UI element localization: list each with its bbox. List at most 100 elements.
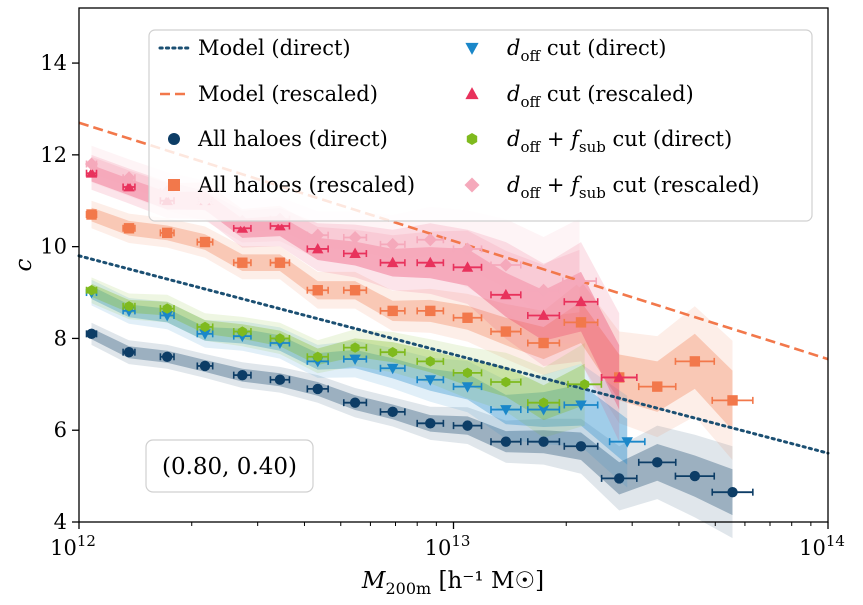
all-haloes-direct-marker <box>86 328 97 340</box>
d-off-f-sub-cut-direct-marker <box>425 356 435 367</box>
d-off-cut-direct-marker <box>537 405 550 416</box>
all-haloes-rescaled-marker <box>349 285 361 296</box>
all-haloes-direct-point <box>269 374 291 385</box>
d-off-f-sub-cut-direct-marker <box>237 326 247 337</box>
d-off-f-sub-cut-rescaled-point <box>122 171 136 185</box>
d-off-cut-direct-point <box>526 405 561 416</box>
d-off-cut-direct-point <box>342 354 368 366</box>
all-haloes-direct-marker <box>349 397 361 408</box>
all-haloes-direct-marker <box>274 374 286 385</box>
d-off-cut-direct-point <box>608 437 646 448</box>
all-haloes-direct-marker <box>425 418 436 429</box>
d-off-f-sub-cut-direct-marker <box>124 301 134 312</box>
all-haloes-direct-point <box>232 369 252 381</box>
legend-label: doff​ + fsub​ cut (rescaled) <box>507 173 759 202</box>
d-off-f-sub-cut-rescaled-marker <box>573 274 587 288</box>
d-off-cut-direct-band-outer <box>91 279 628 488</box>
y-tick-label: 6 <box>54 418 67 442</box>
d-off-f-sub-cut-direct-point <box>416 356 445 367</box>
d-off-f-sub-cut-direct-band-inner <box>91 283 585 421</box>
all-haloes-rescaled-point <box>416 305 445 317</box>
d-off-cut-rescaled-point <box>416 256 445 268</box>
all-haloes-direct-point <box>526 436 561 447</box>
legend-swatch <box>168 133 180 145</box>
y-tick-label: 12 <box>40 143 67 167</box>
d-off-f-sub-cut-direct-marker <box>463 367 473 379</box>
model-lines <box>77 121 830 455</box>
d-off-f-sub-cut-rescaled-point <box>490 258 522 272</box>
all-haloes-direct-point <box>416 418 445 429</box>
d-off-f-sub-cut-direct-marker <box>162 303 172 314</box>
d-off-cut-rescaled-marker <box>613 371 625 382</box>
error-bands <box>91 145 733 539</box>
d-off-f-sub-cut-direct-point <box>567 379 603 390</box>
all-haloes-rescaled-marker <box>652 381 663 392</box>
all-haloes-rescaled-point <box>159 227 175 239</box>
d-off-f-sub-cut-rescaled-marker <box>311 228 325 242</box>
all-haloes-rescaled-marker <box>387 305 398 317</box>
all-haloes-direct-marker <box>312 383 323 395</box>
d-off-cut-direct-point <box>452 382 483 393</box>
legend-item-all-haloes-rescaled: All haloes (rescaled) <box>168 173 415 197</box>
all-haloes-rescaled-marker <box>462 312 473 323</box>
model-rescaled-line <box>78 121 829 361</box>
d-off-f-sub-cut-direct-marker <box>275 333 285 344</box>
d-off-cut-direct-point <box>416 375 445 386</box>
d-off-f-sub-cut-rescaled-marker <box>348 230 362 244</box>
all-haloes-rescaled-marker <box>86 209 97 220</box>
d-off-f-sub-cut-direct-point <box>85 285 98 296</box>
d-off-cut-rescaled-point <box>526 309 561 320</box>
d-off-f-sub-cut-rescaled-point <box>306 228 329 242</box>
all-haloes-rescaled-point <box>637 381 677 392</box>
all-haloes-rescaled-band-inner <box>91 207 733 431</box>
annotation-frame <box>145 439 314 493</box>
d-off-cut-direct-point <box>196 329 214 340</box>
d-off-cut-direct-point <box>563 400 599 411</box>
d-off-f-sub-cut-direct-marker <box>501 376 511 388</box>
all-haloes-direct-point <box>85 328 98 340</box>
all-haloes-direct-marker <box>462 420 473 431</box>
all-haloes-direct-point <box>379 406 406 418</box>
all-haloes-rescaled-marker <box>575 317 587 328</box>
legend-item-model-rescaled: Model (rescaled) <box>160 82 378 106</box>
d-off-f-sub-cut-direct-marker <box>87 285 97 296</box>
all-haloes-rescaled-point <box>85 209 98 220</box>
d-off-cut-direct-marker <box>575 400 587 411</box>
d-off-cut-rescaled-marker <box>500 288 512 300</box>
all-haloes-direct-point <box>490 436 522 447</box>
d-off-f-sub-cut-direct-point <box>342 342 368 353</box>
all-haloes-rescaled-marker <box>237 257 248 268</box>
legend: Model (direct) Model (rescaled) All haloes… <box>148 29 813 222</box>
legend-swatch <box>168 179 180 191</box>
all-haloes-direct-point <box>342 397 368 408</box>
d-off-f-sub-cut-direct-point <box>159 303 175 314</box>
x-axis-label: M200m [h⁻¹ M☉] <box>361 568 544 598</box>
all-haloes-rescaled-point <box>232 257 252 268</box>
all-haloes-direct-marker <box>652 457 663 468</box>
d-off-cut-direct-marker <box>161 311 173 322</box>
all-haloes-direct-point <box>637 457 677 468</box>
d-off-f-sub-cut-rescaled-point <box>562 274 598 288</box>
d-off-cut-rescaled-marker <box>575 295 587 307</box>
all-haloes-rescaled-marker <box>312 285 323 296</box>
d-off-f-sub-cut-rescaled-marker <box>423 233 437 247</box>
d-off-cut-rescaled-point <box>342 247 368 258</box>
all-haloes-direct-point <box>674 470 716 482</box>
d-off-cut-rescaled-marker <box>424 256 437 268</box>
d-off-f-sub-cut-direct-point <box>526 397 561 408</box>
d-off-cut-rescaled-point <box>600 371 638 382</box>
d-off-f-sub-cut-rescaled-marker <box>499 258 513 272</box>
d-off-cut-direct-marker <box>199 329 211 340</box>
y-tick-label: 8 <box>54 326 67 350</box>
d-off-f-sub-cut-direct-marker <box>580 379 590 390</box>
axes <box>72 7 829 529</box>
d-off-f-sub-cut-direct-marker <box>539 397 549 408</box>
d-off-f-sub-cut-direct-point <box>379 347 406 358</box>
d-off-cut-rescaled-point <box>122 181 136 192</box>
legend-item-d-off-cut-rescaled: doff​ cut (rescaled) <box>465 82 694 111</box>
d-off-f-sub-cut-direct-marker <box>350 342 360 353</box>
all-haloes-rescaled-point <box>563 317 599 328</box>
y-tick-label: 4 <box>54 510 67 534</box>
annotation-label: (0.80, 0.40) <box>162 454 297 480</box>
